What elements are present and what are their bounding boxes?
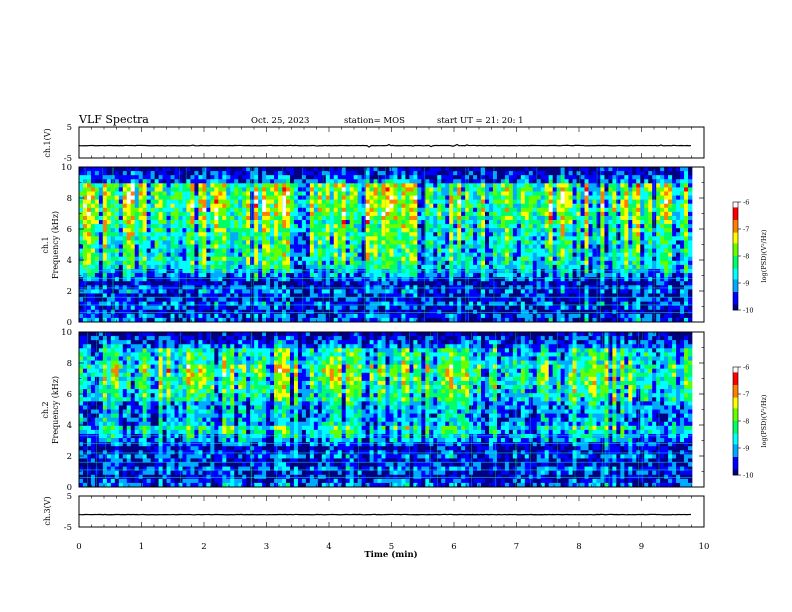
y-tick-label: 4 xyxy=(67,256,72,266)
y-tick-label: 8 xyxy=(67,194,72,204)
ch2-spectrogram-panel: 0 2 4 6 8 10 xyxy=(61,328,705,493)
y-tick-label: 4 xyxy=(67,421,72,431)
y-tick-label: -5 xyxy=(64,523,72,533)
x-tick-label: 8 xyxy=(576,542,581,552)
ch3-voltage-ylabel: ch.3(V) xyxy=(43,496,52,525)
y-tick-label: 5 xyxy=(67,492,72,502)
ch2-spectrogram-ylabel-channel: ch.2 xyxy=(41,401,50,418)
y-tick-label: 2 xyxy=(67,287,72,297)
ch3-voltage-panel: 5 -5 xyxy=(64,492,705,533)
colorbar-tick-label: -10 xyxy=(743,472,753,480)
y-tick-label: 6 xyxy=(67,225,72,235)
x-tick-label: 4 xyxy=(326,542,331,552)
colorbar-tick-label: -7 xyxy=(743,391,749,399)
ch1-colorbar: -6 -7 -8 -9 -10 xyxy=(732,199,753,315)
x-tick-label: 1 xyxy=(139,542,144,552)
ch2-spectrogram-ylabel-frequency: Frequency (kHz) xyxy=(51,376,60,444)
y-tick-label: 0 xyxy=(67,318,72,328)
start-time-label: start UT = 21: 20: 1 xyxy=(437,116,524,126)
colorbar-tick-label: -8 xyxy=(743,253,749,261)
x-tick-label: 10 xyxy=(699,542,710,552)
y-tick-label: 2 xyxy=(67,452,72,462)
x-tick-label: 7 xyxy=(514,542,519,552)
colorbar-tick-label: -10 xyxy=(743,307,753,315)
ch1-spectrogram-ylabel-channel: ch.1 xyxy=(41,236,50,253)
ch2-colorbar: -6 -7 -8 -9 -10 xyxy=(732,364,753,480)
colorbar-tick-label: -7 xyxy=(743,226,749,234)
x-axis-tick-labels: 0 1 2 3 4 5 6 7 8 9 10 xyxy=(76,542,709,552)
figure-title: VLF Spectra xyxy=(78,113,149,126)
colorbar-tick-label: -6 xyxy=(743,364,749,372)
ch1-voltage-trace xyxy=(78,143,692,148)
y-tick-label: 10 xyxy=(61,328,72,338)
x-tick-label: 3 xyxy=(264,542,269,552)
ch2-colorbar-label: log(PSD)(V²/Hz) xyxy=(760,394,768,447)
ch1-spectrogram-panel: 0 2 4 6 8 10 xyxy=(61,163,705,328)
x-axis-label: Time (min) xyxy=(364,549,417,560)
ch1-spectrogram-ylabel-frequency: Frequency (kHz) xyxy=(51,211,60,279)
y-tick-label: 6 xyxy=(67,390,72,400)
colorbar-tick-label: -9 xyxy=(743,280,749,288)
x-tick-label: 0 xyxy=(76,542,81,552)
x-tick-label: 9 xyxy=(639,542,644,552)
ch1-colorbar-label: log(PSD)(V²/Hz) xyxy=(760,229,768,282)
y-tick-label: 0 xyxy=(67,483,72,493)
y-tick-label: 8 xyxy=(67,359,72,369)
colorbar-tick-label: -8 xyxy=(743,418,749,426)
colorbar-tick-label: -6 xyxy=(743,199,749,207)
ch1-voltage-ylabel: ch.1(V) xyxy=(43,128,52,157)
y-tick-label: 5 xyxy=(67,123,72,133)
x-tick-label: 2 xyxy=(201,542,206,552)
station-label: station= MOS xyxy=(344,116,405,126)
ch1-voltage-panel: 5 -5 xyxy=(64,123,705,164)
colorbar-tick-label: -9 xyxy=(743,445,749,453)
y-tick-label: -5 xyxy=(64,154,72,164)
x-tick-label: 6 xyxy=(451,542,456,552)
date-label: Oct. 25, 2023 xyxy=(251,116,309,126)
y-tick-label: 10 xyxy=(61,163,72,173)
x-tick-label: 5 xyxy=(389,542,394,552)
